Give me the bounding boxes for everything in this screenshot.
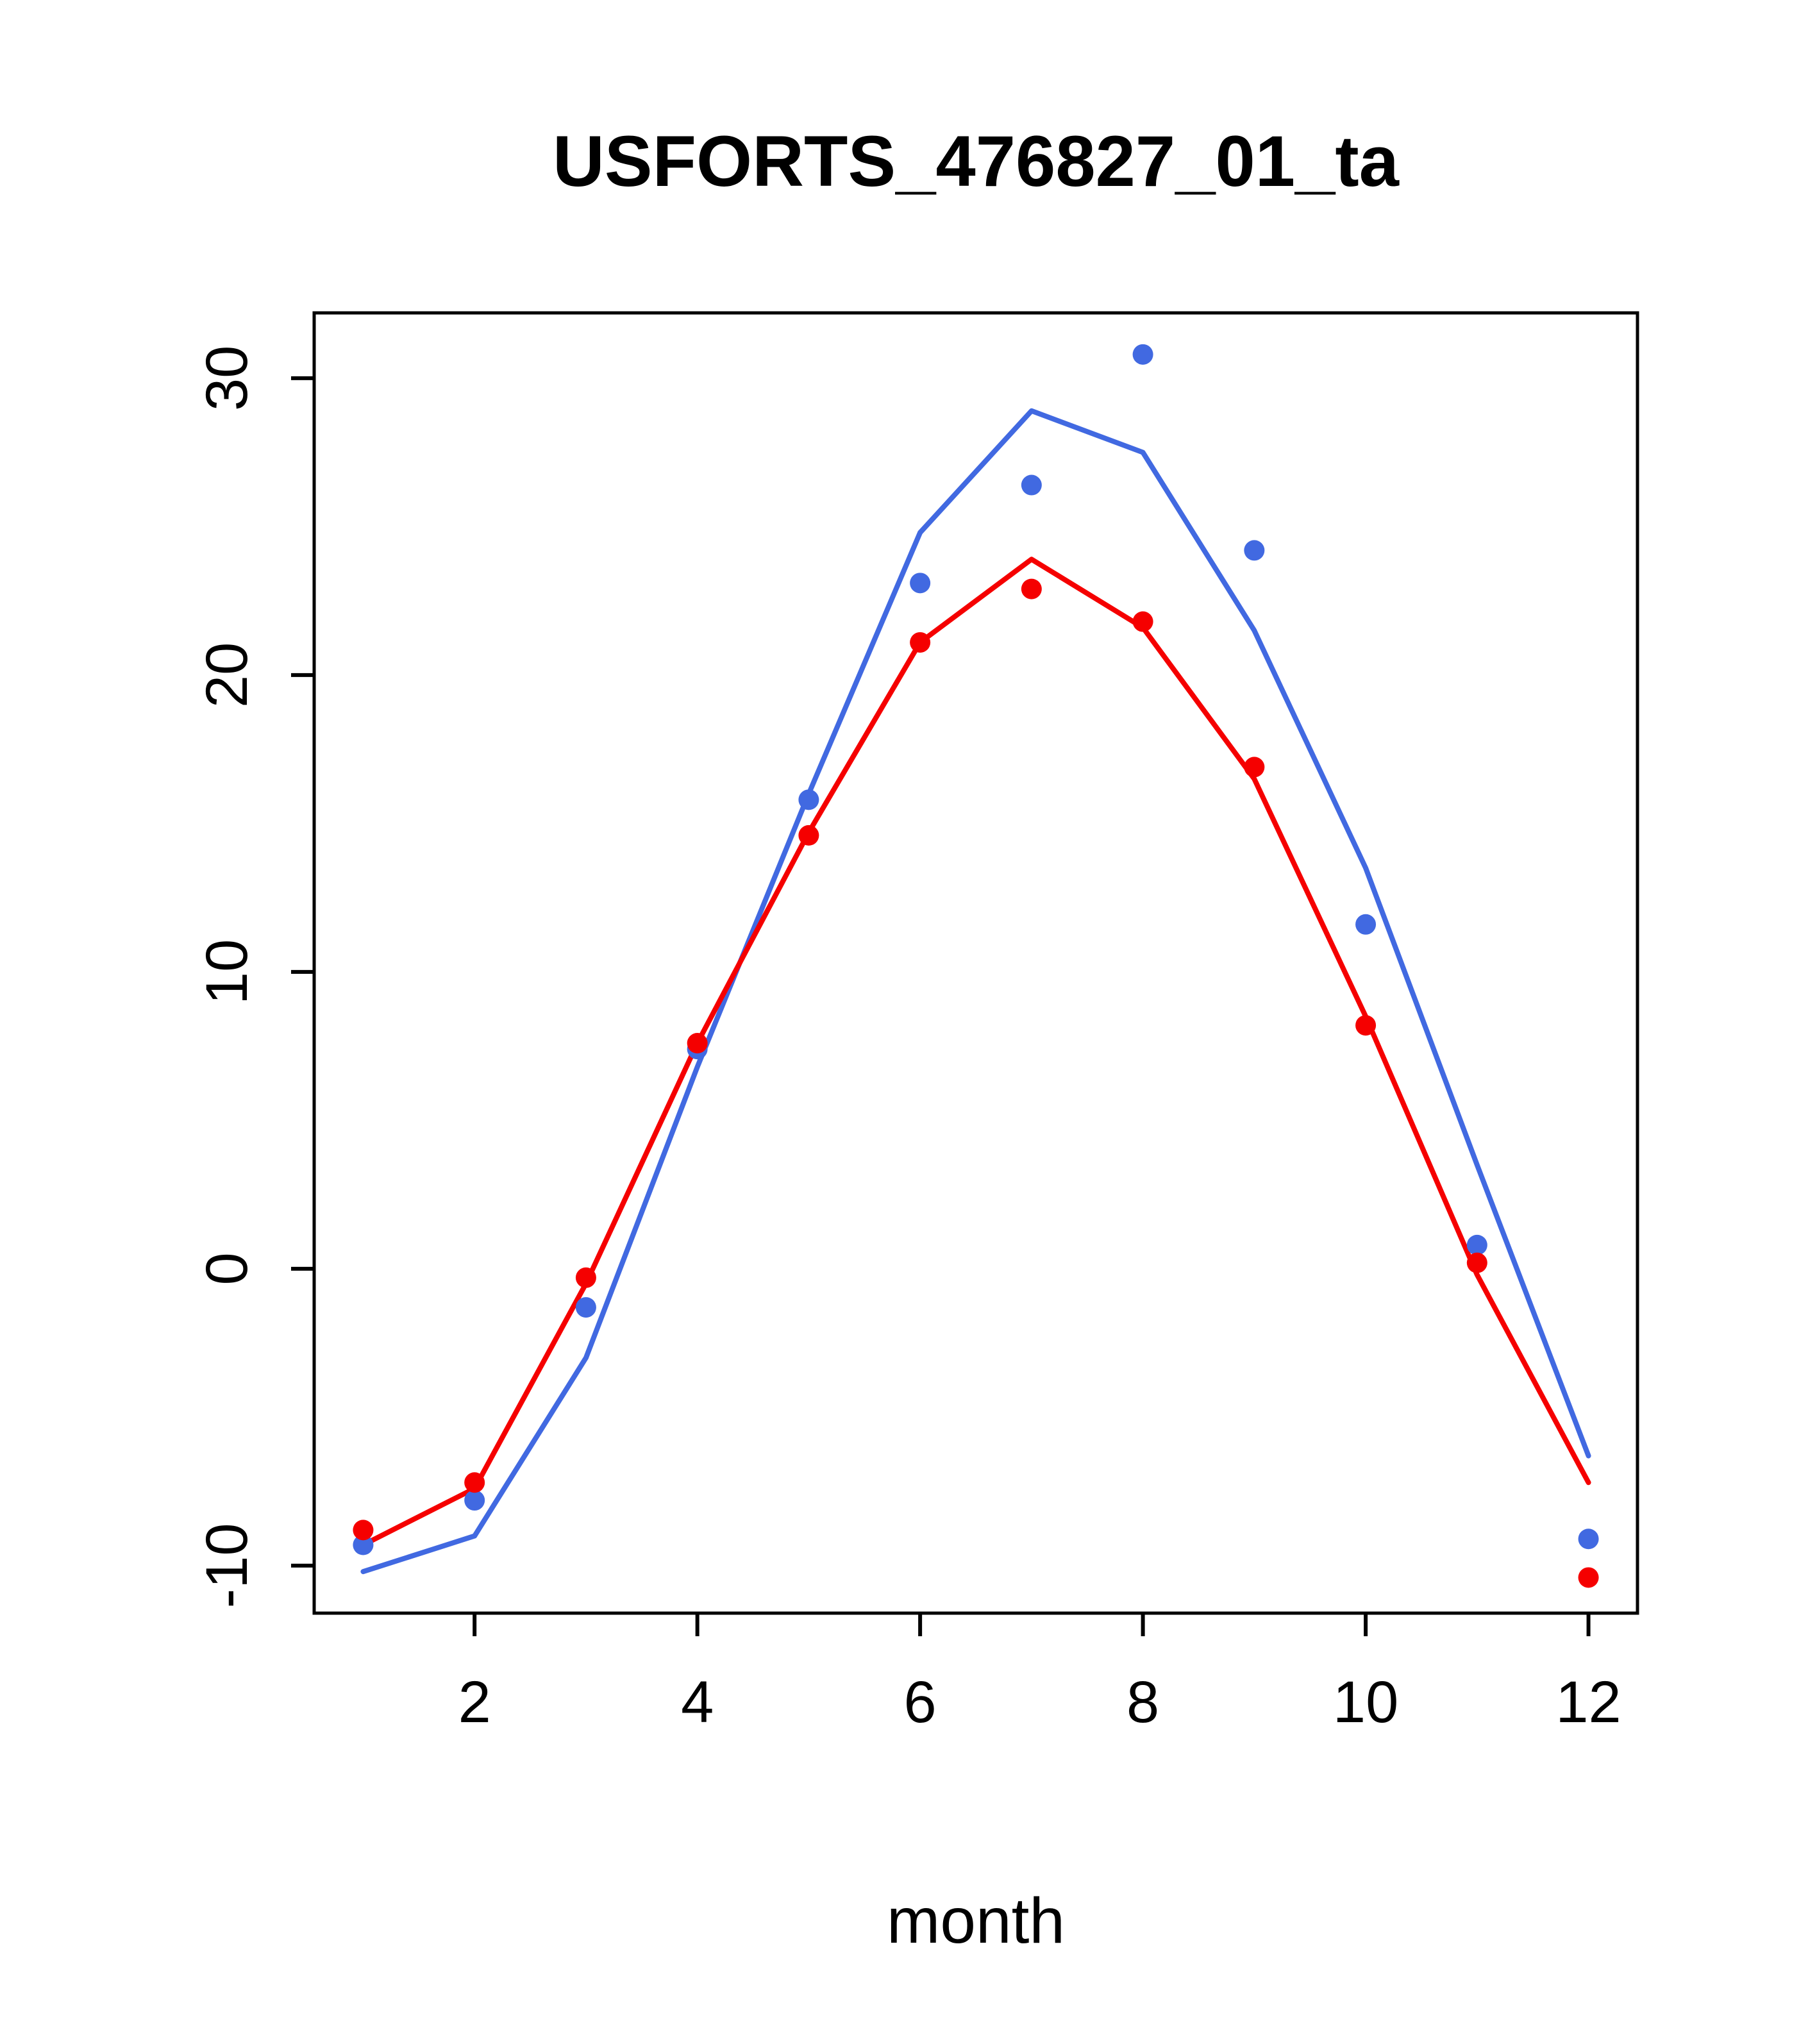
y-tick-label: 20 xyxy=(194,642,260,708)
blue-points-marker xyxy=(464,1490,485,1511)
red-points-marker xyxy=(353,1520,374,1541)
blue-points-marker xyxy=(1021,474,1042,496)
blue-line xyxy=(360,408,1591,1575)
y-tick-label: 0 xyxy=(194,1252,260,1285)
blue-points-marker xyxy=(798,789,819,810)
red-points-marker xyxy=(1466,1252,1487,1273)
y-tick-label: 10 xyxy=(194,939,260,1005)
y-tick-label: 30 xyxy=(194,346,260,411)
x-tick-label: 6 xyxy=(904,1670,937,1735)
blue-points-marker xyxy=(1244,540,1265,561)
plot-box xyxy=(312,311,1639,1615)
plot-area: 2 4 6 8 10 12 -10 0 10 20 30 xyxy=(194,311,1639,1735)
red-points-marker xyxy=(1355,1015,1377,1036)
x-tick-label: 10 xyxy=(1333,1670,1398,1735)
blue-points-marker xyxy=(353,1534,374,1555)
blue-points-marker xyxy=(1132,344,1153,365)
blue-points-marker xyxy=(910,573,931,594)
blue-points-marker xyxy=(575,1297,596,1318)
x-tick-label: 4 xyxy=(681,1670,714,1735)
red-points-marker xyxy=(910,632,931,653)
red-points-marker xyxy=(1021,578,1042,599)
x-axis-title: month xyxy=(887,1885,1065,1957)
x-tick-label: 12 xyxy=(1555,1670,1621,1735)
x-tick-label: 8 xyxy=(1126,1670,1159,1735)
red-points-marker xyxy=(464,1472,485,1493)
red-points-marker xyxy=(1132,611,1153,632)
chart-title: USFORTS_476827_01_ta xyxy=(553,121,1400,201)
red-points-marker xyxy=(1244,757,1265,778)
blue-points-marker xyxy=(1578,1529,1599,1550)
red-line xyxy=(360,557,1591,1548)
red-points-marker xyxy=(798,825,819,846)
y-tick-label: -10 xyxy=(194,1523,260,1608)
blue-points-marker xyxy=(1466,1234,1487,1255)
red-points-marker xyxy=(1578,1567,1599,1588)
x-tick-label: 2 xyxy=(458,1670,491,1735)
blue-points-marker xyxy=(1355,914,1377,935)
red-points-marker xyxy=(687,1033,708,1054)
red-points-marker xyxy=(575,1267,596,1288)
